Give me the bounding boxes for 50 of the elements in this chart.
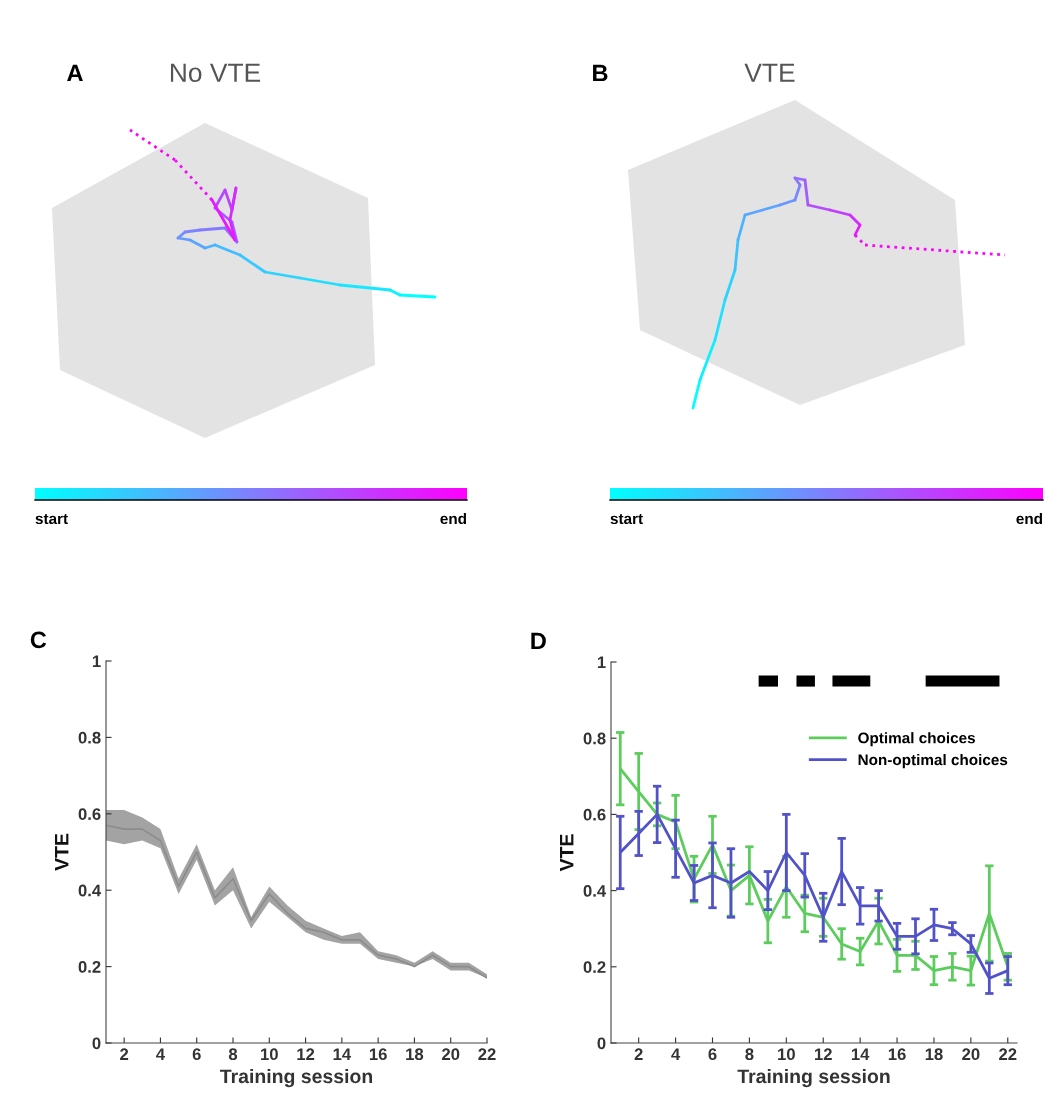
x-tick-label: 20 — [442, 1048, 460, 1061]
x-tick-label: 12 — [297, 1048, 315, 1060]
y-tick-label: 0.8 — [78, 731, 101, 744]
text: D — [531, 632, 546, 650]
y-tick-label: 0.6 — [583, 808, 606, 821]
text: B — [593, 64, 608, 82]
text: end — [440, 512, 466, 525]
x-tick-label: 4 — [671, 1048, 681, 1060]
x-tick-label: 8 — [745, 1048, 754, 1061]
y-tick-label: 1 — [92, 655, 101, 668]
x-tick-label: 18 — [406, 1048, 424, 1061]
y-tick-label: 0 — [597, 1037, 606, 1050]
y-tick-label: 0.2 — [583, 961, 606, 973]
y-tick-label: 0.4 — [583, 885, 607, 897]
x-tick-label: 8 — [228, 1048, 238, 1061]
x-axis-title: Training session — [737, 1068, 890, 1088]
x-tick-label: 10 — [261, 1048, 278, 1061]
x-tick-label: 16 — [888, 1048, 906, 1061]
y-tick-label: 0.2 — [78, 961, 101, 973]
y-tick-label: 1 — [597, 656, 606, 669]
x-tick-label: 2 — [634, 1048, 643, 1060]
x-tick-label: 14 — [333, 1048, 352, 1060]
text: C — [30, 631, 47, 649]
y-axis-title: VTE — [560, 834, 574, 872]
text: A — [67, 64, 83, 82]
text: No VTE — [170, 63, 261, 83]
y-tick-label: 0.4 — [78, 884, 102, 897]
x-tick-label: 10 — [778, 1048, 795, 1061]
x-axis-title: Training session — [220, 1068, 373, 1088]
text: start — [35, 513, 68, 525]
x-tick-label: 14 — [851, 1048, 870, 1060]
text: start — [610, 513, 643, 525]
x-tick-label: 6 — [192, 1048, 201, 1061]
y-tick-label: 0.8 — [583, 732, 606, 745]
legend-label: Non-optimal choices — [858, 754, 1008, 769]
x-tick-label: 16 — [369, 1048, 387, 1061]
x-tick-label: 22 — [999, 1048, 1017, 1060]
y-tick-label: 0 — [92, 1037, 101, 1050]
x-tick-label: 4 — [156, 1048, 165, 1060]
x-tick-label: 2 — [120, 1048, 129, 1060]
x-tick-label: 12 — [815, 1048, 832, 1060]
y-tick-label: 0.6 — [78, 808, 101, 820]
y-axis-title: VTE — [55, 833, 69, 871]
text: end — [1016, 512, 1042, 525]
text: VTE — [744, 63, 795, 82]
legend-label: Optimal choices — [858, 732, 975, 747]
x-tick-label: 20 — [962, 1048, 980, 1061]
x-tick-label: 22 — [478, 1048, 496, 1060]
x-tick-label: 6 — [708, 1048, 717, 1061]
x-tick-label: 18 — [925, 1048, 943, 1061]
